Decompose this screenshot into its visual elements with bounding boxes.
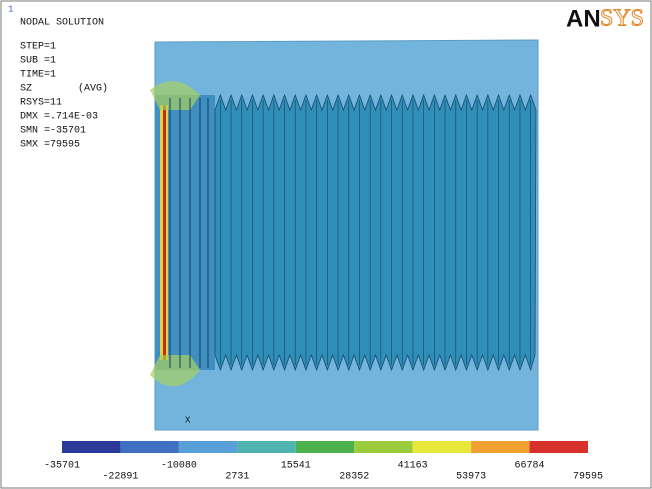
legend-label: 53973 bbox=[456, 472, 486, 483]
result-mode: (AVG) bbox=[78, 83, 108, 95]
info-line: SMN =-35701 bbox=[20, 126, 86, 137]
info-line: RSYS=11 bbox=[20, 98, 62, 109]
legend-swatch bbox=[237, 441, 295, 453]
legend-label: 41163 bbox=[398, 461, 428, 472]
legend-label: 79595 bbox=[573, 472, 603, 483]
axis-label: X bbox=[185, 415, 191, 425]
legend-swatch bbox=[62, 441, 120, 453]
legend-label: 2731 bbox=[225, 472, 249, 483]
ansys-window: 1 NODAL SOLUTION STEP=1 SUB =1 TIME=1 RSYS=… bbox=[0, 0, 652, 489]
legend-label: 28352 bbox=[339, 472, 369, 483]
legend-label: -10080 bbox=[161, 461, 197, 472]
info-line: STEP=1 bbox=[20, 42, 56, 53]
legend-swatch bbox=[413, 441, 471, 453]
info-line: TIME=1 bbox=[20, 70, 56, 81]
logo-left: AN bbox=[566, 5, 601, 32]
result-item: SZ bbox=[20, 84, 32, 95]
peak-band bbox=[163, 105, 166, 360]
legend-swatch bbox=[354, 441, 412, 453]
legend-swatch bbox=[471, 441, 529, 453]
legend-label: 15541 bbox=[281, 461, 311, 472]
model bbox=[150, 40, 538, 430]
page: 1 NODAL SOLUTION STEP=1 SUB =1 TIME=1 RSYS=… bbox=[0, 0, 652, 489]
info-line: SUB =1 bbox=[20, 56, 56, 67]
legend-swatch bbox=[296, 441, 354, 453]
legend-swatch bbox=[179, 441, 237, 453]
legend-label: 66784 bbox=[515, 461, 545, 472]
logo-right: SYS bbox=[600, 6, 644, 32]
legend-swatch bbox=[530, 441, 588, 453]
legend-swatch bbox=[120, 441, 178, 453]
info-line: SMX =79595 bbox=[20, 140, 80, 151]
legend-label: -22891 bbox=[102, 472, 138, 483]
window-number: 1 bbox=[8, 4, 13, 14]
legend-label: -35701 bbox=[44, 461, 80, 472]
title: NODAL SOLUTION bbox=[20, 18, 104, 29]
info-line: DMX =.714E-03 bbox=[20, 112, 98, 123]
